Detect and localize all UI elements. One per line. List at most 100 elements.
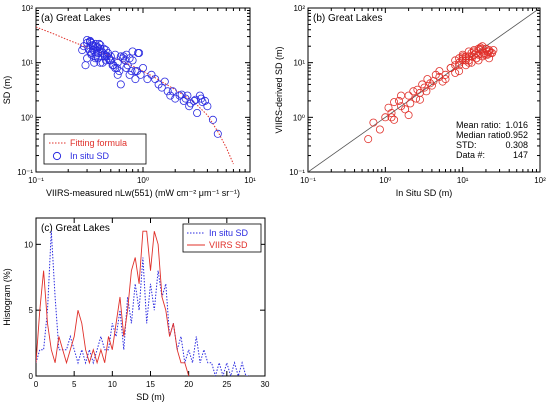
data-point-b: [438, 77, 447, 86]
data-point-b: [387, 109, 396, 118]
stat-label: STD:: [456, 140, 477, 150]
data-point-b: [420, 83, 429, 92]
data-point-b: [427, 81, 436, 90]
stat-value: 0.952: [505, 130, 528, 140]
data-point-a: [163, 87, 172, 96]
panel-title-c: (c) Great Lakes: [41, 223, 110, 234]
data-point-a: [116, 80, 125, 89]
data-point-a: [179, 96, 188, 105]
y-tick-label-b: 10⁻¹: [289, 168, 305, 177]
data-point-a: [166, 91, 175, 100]
data-point-b: [397, 102, 406, 111]
x-tick-label-b: 10⁻¹: [300, 176, 316, 185]
y-tick-label-b: 10¹: [293, 59, 305, 68]
y-tick-label-a: 10²: [21, 4, 33, 13]
data-point-b: [384, 103, 393, 112]
data-point-b: [464, 56, 473, 65]
data-point-b: [397, 91, 406, 100]
data-point-a: [96, 41, 105, 50]
stat-label: Mean ratio:: [456, 120, 501, 130]
stat-label: Data #:: [456, 150, 485, 160]
data-point-b: [474, 56, 483, 65]
legend-label-fit: Fitting formula: [70, 138, 127, 148]
x-tick-label-b: 10¹: [457, 176, 469, 185]
x-axis-label-b: In Situ SD (m): [396, 188, 453, 198]
x-tick-label-a: 10⁻¹: [28, 176, 44, 185]
data-point-b: [441, 70, 450, 79]
data-point-b: [369, 118, 378, 127]
x-tick-label-c: 10: [108, 380, 117, 389]
legend-label-insitu: In situ SD: [209, 228, 249, 238]
legend-label-viirs: VIIRS SD: [209, 240, 248, 250]
data-point-b: [429, 77, 438, 86]
data-point-b: [390, 115, 399, 124]
series-line-c: [36, 230, 190, 376]
data-point-b: [467, 58, 476, 67]
data-point-a: [203, 102, 212, 111]
x-axis-label-c: SD (m): [136, 392, 165, 402]
data-point-a: [102, 52, 111, 61]
data-point-b: [476, 44, 485, 53]
x-tick-label-c: 20: [184, 380, 193, 389]
y-tick-label-c: 5: [29, 306, 34, 315]
data-point-b: [415, 88, 424, 97]
legend-box-a: [43, 133, 147, 165]
data-point-b: [441, 75, 450, 84]
data-point-b: [461, 61, 470, 70]
data-point-a: [81, 61, 90, 70]
data-point-a: [83, 54, 92, 63]
y-tick-label-c: 0: [29, 372, 34, 381]
data-point-a: [128, 56, 137, 65]
stat-value: 0.308: [505, 140, 528, 150]
legend-box-c: [182, 223, 262, 253]
data-point-b: [435, 67, 444, 76]
data-point-a: [127, 67, 136, 76]
data-point-a: [147, 70, 156, 79]
data-point-a: [160, 77, 169, 86]
data-point-b: [387, 113, 396, 122]
stat-value: 147: [513, 150, 528, 160]
x-tick-label-c: 15: [146, 380, 155, 389]
data-point-a: [131, 75, 140, 84]
x-tick-label-c: 30: [261, 380, 270, 389]
data-point-b: [464, 58, 473, 67]
data-point-a: [87, 38, 96, 47]
data-point-a: [128, 47, 137, 56]
data-point-a: [198, 98, 207, 107]
y-axis-label-a: SD (m): [2, 76, 12, 105]
data-point-a: [98, 58, 107, 67]
y-axis-label-b: VIIRS-derived SD (m): [274, 46, 284, 133]
data-point-b: [375, 125, 384, 134]
data-point-a: [119, 52, 128, 61]
y-tick-label-b: 10⁰: [293, 113, 305, 122]
panel-title-b: (b) Great Lakes: [313, 13, 382, 24]
x-tick-label-b: 10⁰: [379, 176, 391, 185]
data-point-b: [401, 105, 410, 114]
data-point-a: [106, 52, 115, 61]
stat-label: Median ratio:: [456, 130, 508, 140]
data-point-a: [111, 50, 120, 59]
data-point-b: [409, 87, 418, 96]
plot-frame-b: [307, 7, 541, 173]
data-point-a: [181, 94, 190, 103]
data-point-b: [406, 99, 415, 108]
data-point-a: [193, 109, 202, 118]
data-point-a: [94, 49, 103, 58]
plot-area-c: [36, 230, 250, 376]
panel-title-a: (a) Great Lakes: [41, 13, 110, 24]
data-point-b: [486, 49, 495, 58]
data-point-b: [458, 52, 467, 61]
x-axis-label-a: VIIRS-measured nLw(551) (mW cm⁻² μm⁻¹ sr…: [46, 188, 240, 198]
data-point-a: [111, 64, 120, 73]
data-point-a: [191, 95, 200, 104]
y-tick-label-b: 10²: [293, 4, 305, 13]
x-tick-label-b: 10²: [534, 176, 546, 185]
data-point-b: [469, 47, 478, 56]
x-tick-label-a: 10¹: [244, 176, 256, 185]
data-point-b: [404, 111, 413, 120]
data-point-a: [208, 115, 217, 124]
data-point-b: [474, 44, 483, 53]
y-tick-label-c: 10: [24, 240, 33, 249]
data-point-a: [125, 70, 134, 79]
